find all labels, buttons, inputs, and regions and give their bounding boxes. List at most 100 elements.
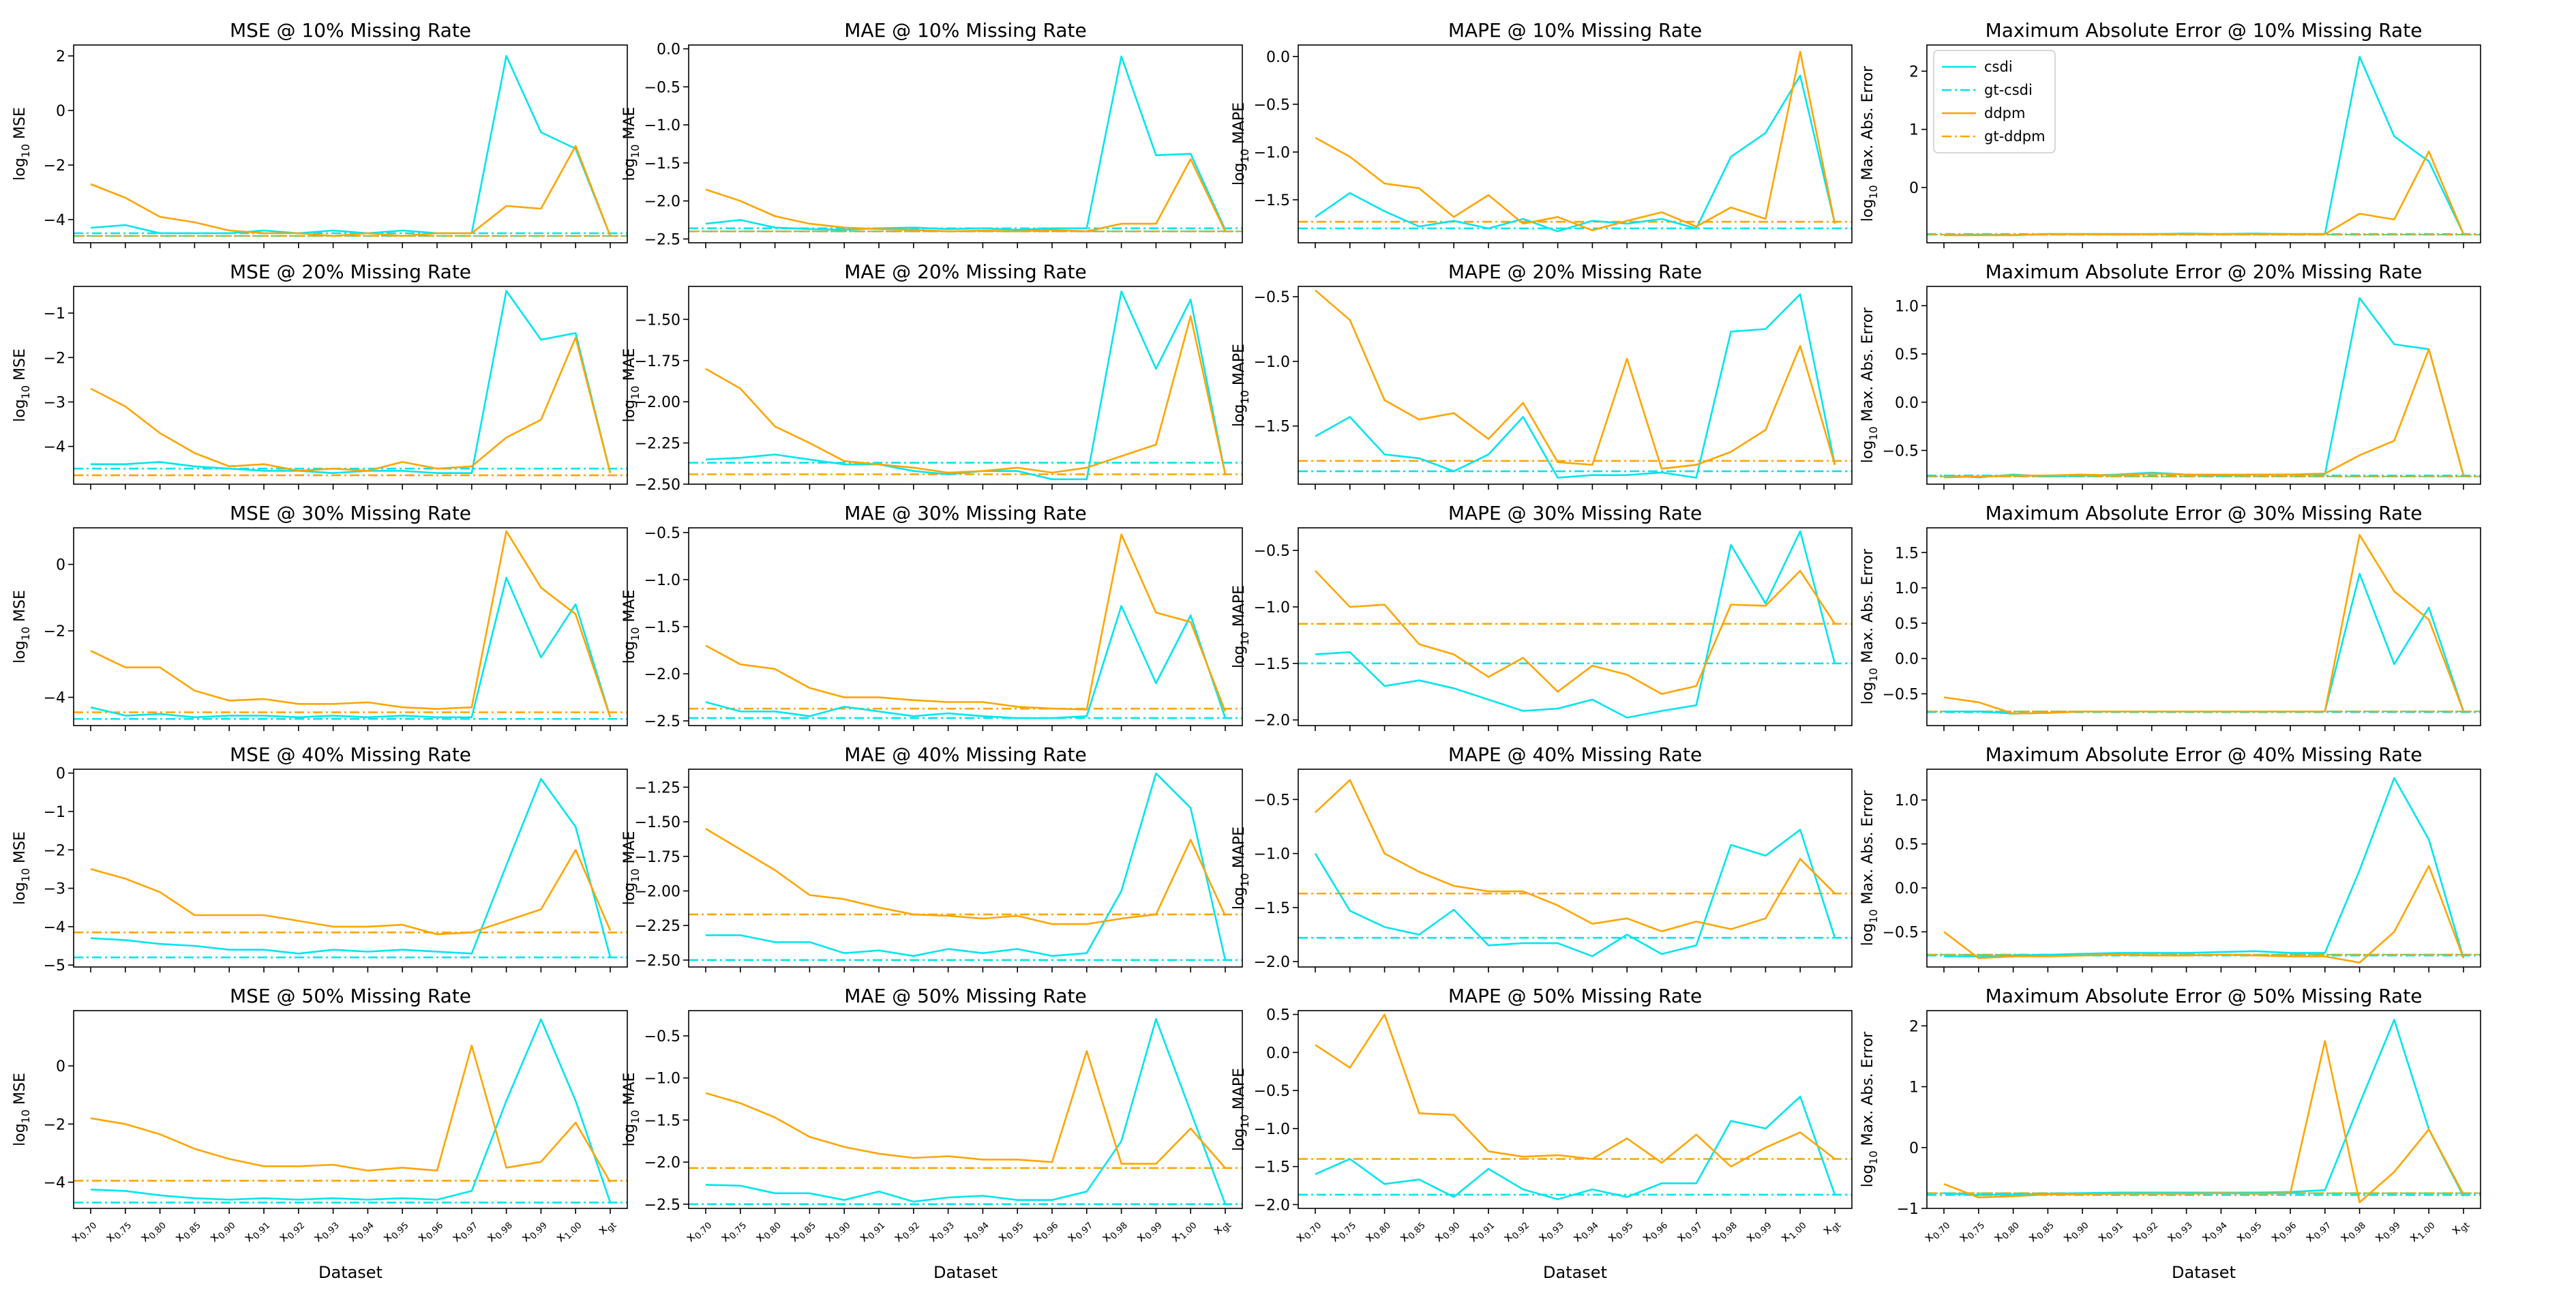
y-axis-label: log10 Max. Abs. Error bbox=[1859, 548, 1880, 704]
x-tick-label: xgt bbox=[1820, 1216, 1844, 1240]
y-tick-label: 0.5 bbox=[1895, 346, 1919, 363]
plot-frame bbox=[1298, 527, 1853, 726]
y-tick-label: 0.5 bbox=[1895, 616, 1919, 633]
subplot-1-2: MAE @ 10% Missing Rate log10 MAE −2.5 −2.0 −… bbox=[621, 19, 1243, 248]
series-ddpm bbox=[1315, 289, 1836, 470]
x-tick-label: x0.98 bbox=[2337, 1216, 2368, 1247]
plot-frame bbox=[1298, 769, 1853, 968]
y-axis-label: log10 MSE bbox=[12, 1073, 32, 1146]
series-ddpm bbox=[90, 336, 612, 474]
x-tick-label: x0.90 bbox=[2060, 1216, 2091, 1247]
y-tick-label: −3 bbox=[44, 881, 65, 898]
x-axis-label: Dataset bbox=[318, 1263, 383, 1282]
subplot-title: MAPE @ 20% Missing Rate bbox=[1448, 261, 1702, 283]
subplot-title: MAE @ 10% Missing Rate bbox=[844, 19, 1086, 42]
subplot-title: Maximum Absolute Error @ 20% Missing Rat… bbox=[1986, 261, 2423, 283]
subplot-2-1: MSE @ 20% Missing Rate log10 MSE −4 −3 −2 −1 bbox=[12, 261, 628, 490]
series-ddpm bbox=[705, 828, 1227, 925]
x-tick-label: x0.85 bbox=[1396, 1216, 1428, 1247]
y-tick-label: −0.5 bbox=[1254, 289, 1290, 306]
y-axis-label: log10 MAE bbox=[621, 348, 642, 423]
y-tick-label: −1.5 bbox=[1254, 656, 1290, 673]
series-csdi bbox=[90, 576, 612, 719]
subplot-2-2: MAE @ 20% Missing Rate log10 MAE −2.50 −2.2… bbox=[621, 261, 1243, 494]
subplot-2-3: MAPE @ 20% Missing Rate log10 MAPE−1.5 −1.… bbox=[1231, 261, 1853, 490]
subplot-title: MSE @ 20% Missing Rate bbox=[230, 261, 471, 283]
plot-frame bbox=[1926, 1010, 2481, 1209]
x-tick-label: x0.94 bbox=[2198, 1216, 2230, 1247]
x-tick-label: x0.99 bbox=[2371, 1216, 2403, 1247]
y-tick-label: 0.0 bbox=[1266, 1045, 1290, 1062]
series-ddpm bbox=[1943, 1040, 2465, 1204]
y-tick-label: −1.5 bbox=[644, 155, 680, 173]
x-tick-label: x0.70 bbox=[683, 1216, 715, 1247]
series-csdi bbox=[705, 55, 1227, 231]
series-csdi bbox=[90, 55, 612, 237]
series-csdi bbox=[705, 605, 1227, 719]
plot-frame bbox=[688, 527, 1243, 726]
subplot-1-1: MSE @ 10% Missing Rate log10 MSE −4 −2 0 2 bbox=[12, 19, 628, 248]
x-axis-label: Dataset bbox=[933, 1263, 998, 1282]
y-tick-label: −1.75 bbox=[635, 849, 680, 866]
x-tick-label: x0.80 bbox=[1990, 1216, 2022, 1247]
x-tick-label: x0.93 bbox=[2163, 1216, 2195, 1247]
subplot-5-1: MSE @ 50% Missing Rate log10 MSE −4 −2 0 x0.7… bbox=[12, 985, 628, 1282]
y-tick-label: −4 bbox=[44, 1175, 65, 1192]
y-tick-label: −4 bbox=[44, 212, 65, 229]
x-tick-label: x0.93 bbox=[310, 1216, 342, 1247]
y-tick-label: 0 bbox=[56, 766, 65, 783]
y-tick-label: 0.5 bbox=[1266, 1007, 1290, 1024]
y-tick-label: −4 bbox=[44, 919, 65, 936]
y-axis-label: log10 MAE bbox=[621, 107, 642, 181]
x-tick-label: x0.80 bbox=[1362, 1216, 1393, 1247]
y-tick-label: −0.5 bbox=[644, 525, 680, 542]
plot-frame bbox=[688, 44, 1243, 243]
series-csdi bbox=[706, 772, 1227, 961]
y-tick-label: −4 bbox=[44, 690, 65, 707]
y-tick-label: −2.50 bbox=[635, 477, 680, 494]
y-tick-label: −3 bbox=[44, 394, 65, 411]
y-axis-label: log10 MSE bbox=[12, 831, 32, 905]
y-tick-label: −2.5 bbox=[644, 713, 680, 730]
y-tick-label: −1.5 bbox=[1254, 1159, 1290, 1176]
series-ddpm bbox=[90, 1044, 612, 1183]
series-csdi bbox=[1943, 297, 2465, 479]
series-ddpm bbox=[1315, 1013, 1836, 1167]
y-tick-label: −1 bbox=[44, 804, 65, 821]
subplot-5-4: Maximum Absolute Error @ 50% Missing Rat… bbox=[1859, 985, 2481, 1282]
y-axis-label: log10 MAPE bbox=[1231, 102, 1251, 185]
subplot-4-2: MAE @ 40% Missing Rate log10 MAE −2.50 −2.2… bbox=[621, 743, 1243, 972]
x-tick-label: xgt bbox=[2448, 1216, 2472, 1240]
subplot-1-4: Maximum Absolute Error @ 10% Missing Rat… bbox=[1859, 19, 2481, 248]
series-ddpm bbox=[1943, 348, 2465, 479]
y-axis-label: log10 MAPE bbox=[1231, 344, 1251, 427]
y-tick-label: 0 bbox=[56, 1058, 65, 1075]
subplot-title: Maximum Absolute Error @ 10% Missing Rat… bbox=[1986, 19, 2423, 42]
series-csdi bbox=[1315, 74, 1836, 233]
y-tick-label: −2.25 bbox=[635, 918, 680, 935]
x-tick-label: x0.96 bbox=[1639, 1216, 1671, 1247]
y-axis-label: log10 MAE bbox=[621, 831, 642, 906]
legend-label-csdi: csdi bbox=[1984, 59, 2013, 75]
series-ddpm bbox=[705, 533, 1227, 712]
plot-frame bbox=[73, 527, 628, 726]
y-tick-label: −1.0 bbox=[1254, 846, 1290, 863]
y-tick-label: 0.0 bbox=[1895, 395, 1919, 412]
x-tick-label: x0.85 bbox=[2025, 1216, 2056, 1247]
plot-frame bbox=[1298, 286, 1853, 485]
y-tick-label: −2.00 bbox=[635, 883, 680, 900]
y-tick-label: 0.0 bbox=[1266, 49, 1290, 66]
y-tick-label: −0.5 bbox=[644, 1028, 680, 1045]
y-tick-label: −2.0 bbox=[644, 1155, 680, 1172]
x-tick-label: x0.99 bbox=[1743, 1216, 1774, 1247]
series-ddpm bbox=[90, 145, 612, 237]
y-axis-label: log10 MAPE bbox=[1231, 827, 1251, 910]
y-tick-label: −1.0 bbox=[644, 117, 680, 134]
x-tick-label: xgt bbox=[595, 1216, 619, 1240]
series-csdi bbox=[1944, 777, 2465, 959]
y-axis-label: log10 Max. Abs. Error bbox=[1859, 65, 1880, 222]
x-tick-label: x1.00 bbox=[1778, 1216, 1809, 1247]
subplot-5-3: MAPE @ 50% Missing Rate log10 MAPE −2.0 −1.… bbox=[1231, 985, 1853, 1282]
y-tick-label: −1.50 bbox=[635, 814, 680, 831]
x-tick-label: x0.85 bbox=[172, 1216, 203, 1247]
